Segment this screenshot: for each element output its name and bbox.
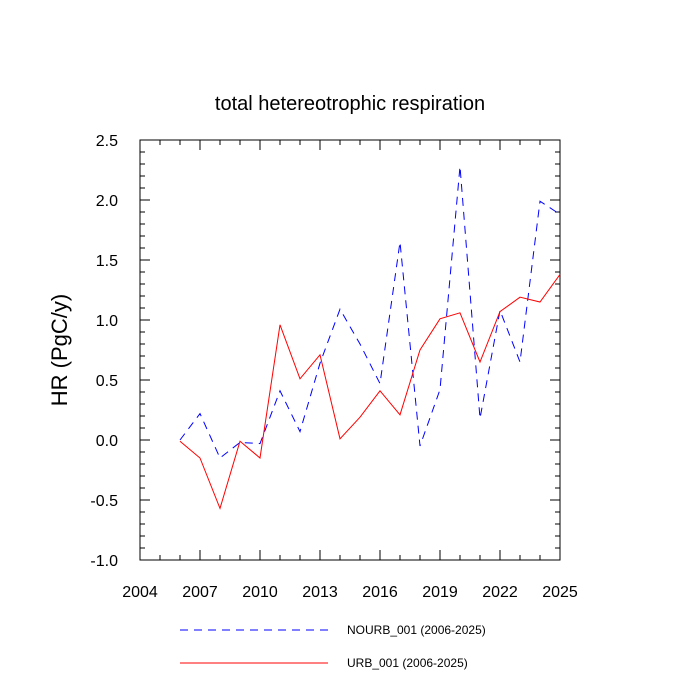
- chart-title: total hetereotrophic respiration: [215, 93, 485, 115]
- x-tick-label: 2016: [362, 584, 398, 601]
- y-tick-label: 1.5: [96, 253, 118, 270]
- series-line-1: [179, 274, 561, 510]
- x-tick-label: 2019: [422, 584, 458, 601]
- x-tick-label: 2007: [182, 584, 218, 601]
- y-tick-label: -1.0: [90, 553, 118, 570]
- y-tick-label: 0.0: [96, 433, 118, 450]
- x-tick-label: 2004: [122, 584, 158, 601]
- y-tick-label: 2.5: [96, 133, 118, 150]
- y-axis-label: HR (PgC/y): [47, 294, 72, 406]
- axis-tick-labels: 2004 2007 2010 2013 2016 2019 2022 2025 -1.0 -0.5…: [90, 133, 577, 601]
- series-line-0: [179, 166, 561, 459]
- y-tick-label: -0.5: [90, 493, 118, 510]
- legend-label-1: URB_001 (2006-2025): [347, 656, 468, 670]
- x-tick-label: 2010: [242, 584, 278, 601]
- legend: NOURB_001 (2006-2025) URB_001 (2006-2025): [180, 623, 486, 670]
- x-tick-label: 2025: [542, 584, 578, 601]
- legend-label-0: NOURB_001 (2006-2025): [347, 623, 486, 637]
- y-tick-label: 2.0: [96, 193, 118, 210]
- x-tick-label: 2013: [302, 584, 338, 601]
- y-tick-label: 0.5: [96, 373, 118, 390]
- plot-frame: [139, 139, 561, 561]
- y-tick-label: 1.0: [96, 313, 118, 330]
- x-tick-label: 2022: [482, 584, 518, 601]
- axis-ticks: [139, 139, 561, 561]
- series-layer: [179, 166, 561, 510]
